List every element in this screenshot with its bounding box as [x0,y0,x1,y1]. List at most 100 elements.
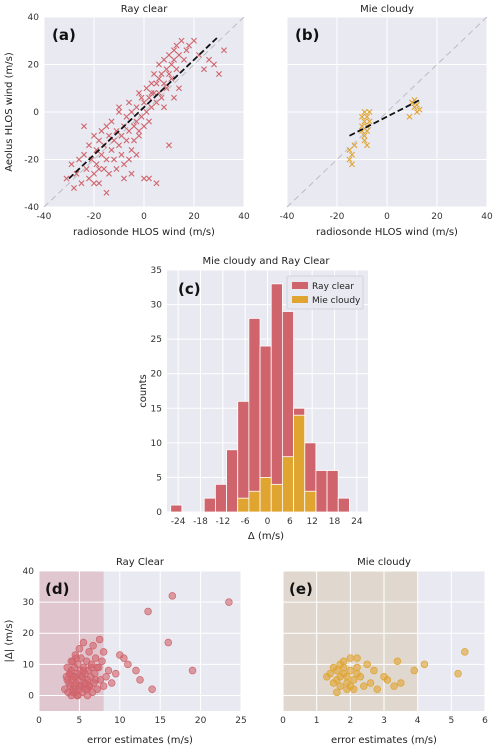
panel-d-xtick-label: 15 [154,716,165,726]
panel-d-point [71,673,80,681]
panel-d-ytick-label: 40 [23,567,35,577]
panel-e-point [326,669,334,678]
panel-a-point [131,123,137,130]
panel-b-point [359,113,365,120]
panel-c-ytick-label: 35 [151,266,162,276]
panel-a-point [111,137,117,144]
panel-c-bar-mie [237,497,250,513]
panel-c-bar-ray [237,400,250,513]
panel-e-point [353,654,361,662]
panel-d-point [136,676,144,684]
panel-a-point [173,42,180,49]
panel-c-ylabel: counts [138,374,149,407]
panel-d-point [93,663,101,672]
panel-a-xtick-label: -40 [37,212,52,222]
panel-a-point [63,175,70,182]
panel-b-point [361,132,368,139]
panel-c-xtick-label: 0 [265,517,271,527]
panel-c-bar-ray [226,449,239,513]
panel-c-bar-mie [304,490,317,513]
panel-d-point [85,648,93,656]
panel-d-point [91,676,100,684]
panel-c-xtick-label: -24 [171,517,186,527]
panel-d-point [124,660,132,669]
panel-a-point [108,147,115,153]
panel-b-point [361,109,368,115]
panel-b: Mie cloudy (b) -40 -20 0 20 40 radiosonde HL… [280,4,493,238]
panel-c-ytick-label: 20 [151,370,163,380]
panel-e-title: Mie cloudy [357,557,411,568]
panel-a-point [156,75,162,82]
panel-e-xtick-label: 2 [347,716,353,726]
panel-c-xtick-label: 12 [306,517,317,527]
panel-c-title: Mie cloudy and Ray Clear [202,256,330,267]
panel-c-bar-mie [281,456,294,513]
panel-a-point [81,151,87,158]
panel-b-xlabel: radiosonde HLOS wind (m/s) [316,227,458,238]
panel-a-point [201,66,207,73]
panel-e-point [363,660,371,669]
panel-a: Ray clear (a) -40 -20 0 20 40 -40 -20 0 20 40 rad… [4,4,250,238]
panel-b-point [364,113,370,120]
panel-d-ytick-label: 30 [23,598,35,608]
panel-a-point [133,104,140,111]
panel-e-point [346,654,355,662]
panel-e-point [349,676,358,684]
panel-e-xlabel: error estimates (m/s) [331,735,437,746]
panel-a-point [136,90,142,96]
panel-c-legend: Ray clear Mie cloudy [286,275,364,310]
panel-a-point [173,66,180,73]
panel-d-xtick-label: 25 [235,716,246,726]
panel-b-point [351,142,358,149]
panel-a-point [141,175,147,182]
panel-a-point [148,80,155,87]
panel-a-point [138,94,145,101]
panel-d-point [148,685,156,693]
panel-a-point [158,71,165,77]
panel-d-ytick-label: 0 [28,691,34,701]
panel-a-point [148,104,155,111]
panel-a-ylabel: Aeolus HLOS wind (m/s) [4,52,15,172]
panel-a-point [123,113,130,120]
panel-c-ytick-label: 15 [151,404,162,414]
panel-a-point [103,123,110,130]
panel-a-point [161,104,167,111]
panel-b-xtick-label: -20 [330,212,345,222]
panel-c-xtick-label: 6 [287,517,293,527]
panel-d-point [102,673,110,681]
panel-d-point [91,654,100,662]
panel-b-point [346,156,353,163]
panel-d-point [91,669,99,678]
panel-a-point [138,113,145,120]
panel-c-xtick-label: -6 [241,517,250,527]
panel-c-bar-ray [248,317,261,513]
panel-a-point [98,151,105,158]
panel-d-point [93,685,101,693]
panel-a-point [171,94,177,101]
panel-a-point [161,80,167,87]
panel-c-xtick-label: 24 [351,517,363,527]
panel-a-point [68,161,75,168]
panel-d-ytick-label: 20 [23,629,35,639]
panel-c-bar-ray [315,470,328,513]
panel-a-point [126,156,132,163]
panel-d-point [95,635,104,644]
panel-d-point [168,592,177,600]
panel-d-ylabel: |Δ| (m/s) [4,619,15,662]
panel-b-xtick-label: 40 [481,212,493,222]
panel-b-xtick-label: 20 [431,212,443,222]
panel-e: Mie cloudy (e) 0 1 2 3 4 5 6 error estimates (… [280,557,488,746]
panel-a-point [101,166,107,172]
legend-swatch-ray [292,282,308,289]
panel-a-point [166,52,172,58]
panel-a-point [158,94,165,101]
panel-a-xtick-label: 0 [141,212,147,222]
panel-d-xtick-label: 10 [114,716,126,726]
panel-a-point [98,128,105,134]
panel-b-point [361,118,368,125]
panel-a-point [163,66,170,73]
panel-a-point [136,132,142,139]
panel-d-point [164,638,173,647]
panel-e-point [454,669,462,678]
